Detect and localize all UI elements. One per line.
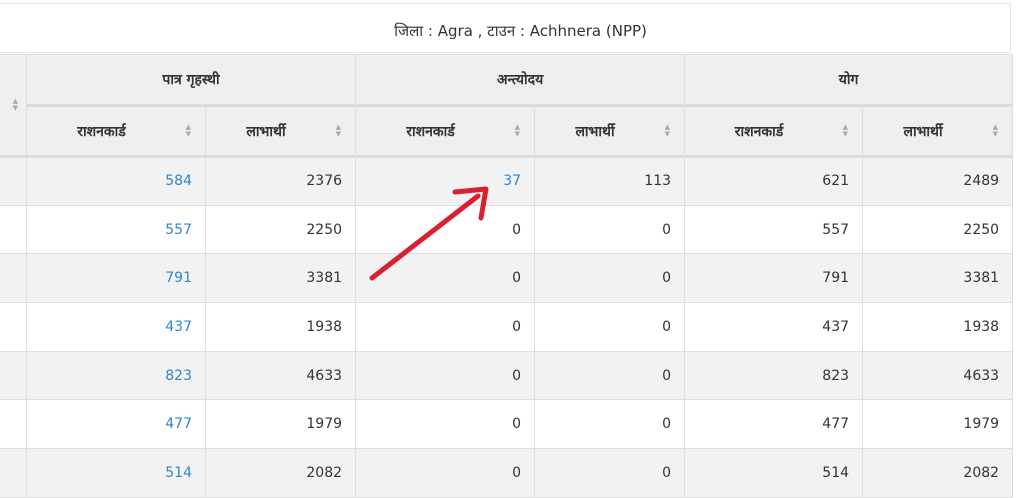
column-header-3[interactable]: लाभार्थी ▲ ▼ xyxy=(534,105,686,158)
column-header-label: लाभार्थी xyxy=(575,123,615,140)
row-first-cell xyxy=(0,448,27,498)
table-cell: 0 xyxy=(534,253,686,304)
ration-card-link[interactable]: 437 xyxy=(26,302,206,352)
sort-arrows-icon[interactable]: ▲ ▼ xyxy=(514,123,521,138)
table-row: 823 4633 0 0 823 4633 xyxy=(0,350,1014,401)
table-cell: 1979 xyxy=(204,399,357,450)
column-header-2[interactable]: राशनकार्ड ▲ ▼ xyxy=(355,105,536,158)
table-cell: 1938 xyxy=(862,302,1014,352)
sort-arrows-icon[interactable]: ▲ ▼ xyxy=(12,97,18,112)
table-cell: 0 xyxy=(534,302,686,352)
row-first-cell xyxy=(0,399,27,450)
sort-arrows-icon[interactable]: ▲ ▼ xyxy=(185,123,191,138)
ration-card-link[interactable]: 791 xyxy=(26,253,206,304)
ration-card-link[interactable]: 823 xyxy=(26,350,206,401)
report-title: जिला : Agra , टाउन : Achhnera (NPP) xyxy=(394,22,647,40)
table-row: 557 2250 0 0 557 2250 xyxy=(0,204,1014,255)
table-cell: 514 xyxy=(684,448,864,498)
ration-card-link[interactable]: 37 xyxy=(355,156,536,206)
table-cell: 0 xyxy=(534,448,686,498)
table-row: 477 1979 0 0 477 1979 xyxy=(0,399,1014,450)
table-cell: 0 xyxy=(355,399,536,450)
row-first-cell xyxy=(0,204,27,255)
table-cell: 557 xyxy=(684,204,864,255)
table-cell: 2250 xyxy=(204,204,357,255)
table-cell: 4633 xyxy=(204,350,357,401)
table-cell: 823 xyxy=(684,350,864,401)
ration-card-link[interactable]: 557 xyxy=(26,204,206,255)
table-cell: 1979 xyxy=(862,399,1014,450)
table-cell: 4633 xyxy=(862,350,1014,401)
column-header-label: राशनकार्ड xyxy=(406,123,455,140)
column-header-5[interactable]: लाभार्थी ▲ ▼ xyxy=(862,105,1014,158)
row-first-cell xyxy=(0,302,27,352)
ration-card-table: ▲ ▼ पात्र गृहस्थी अन्त्योदय योग राशनकार्ड… xyxy=(0,54,1014,498)
table-cell: 3381 xyxy=(204,253,357,304)
table-row: 437 1938 0 0 437 1938 xyxy=(0,302,1014,352)
group-header-total: योग xyxy=(684,54,1014,107)
table-cell: 3381 xyxy=(862,253,1014,304)
row-first-cell xyxy=(0,156,27,206)
ration-card-link[interactable]: 514 xyxy=(26,448,206,498)
table-cell: 1938 xyxy=(204,302,357,352)
table-cell: 2250 xyxy=(862,204,1014,255)
ration-card-link[interactable]: 477 xyxy=(26,399,206,450)
column-header-0[interactable]: राशनकार्ड ▲ ▼ xyxy=(26,105,206,158)
group-header-antyodaya: अन्त्योदय xyxy=(355,54,686,107)
sort-arrows-icon[interactable]: ▲ ▼ xyxy=(992,123,999,138)
row-first-cell xyxy=(0,350,27,401)
table-cell: 0 xyxy=(534,204,686,255)
sort-arrows-icon[interactable]: ▲ ▼ xyxy=(842,123,849,138)
table-cell: 0 xyxy=(534,399,686,450)
report-title-box: जिला : Agra , टाउन : Achhnera (NPP) xyxy=(0,3,1011,53)
table-cell: 0 xyxy=(355,448,536,498)
table-row: 514 2082 0 0 514 2082 xyxy=(0,448,1014,498)
table-cell: 2082 xyxy=(204,448,357,498)
table-cell: 0 xyxy=(355,204,536,255)
column-header-label: लाभार्थी xyxy=(903,123,943,140)
column-header-label: राशनकार्ड xyxy=(734,123,784,140)
table-row: 791 3381 0 0 791 3381 xyxy=(0,253,1014,304)
table-row: 584 2376 37 113 621 2489 xyxy=(0,156,1014,206)
table-cell: 791 xyxy=(684,253,864,304)
table-cell: 477 xyxy=(684,399,864,450)
table-cell: 2082 xyxy=(862,448,1014,498)
sort-arrows-icon[interactable]: ▲ ▼ xyxy=(664,123,671,138)
table-cell: 0 xyxy=(534,350,686,401)
column-header-label: राशनकार्ड xyxy=(77,123,126,140)
table-cell: 2376 xyxy=(204,156,357,206)
row-first-cell xyxy=(0,253,27,304)
table-cell: 113 xyxy=(534,156,686,206)
column-header-4[interactable]: राशनकार्ड ▲ ▼ xyxy=(684,105,864,158)
first-column-header[interactable]: ▲ ▼ xyxy=(0,54,27,158)
ration-card-link[interactable]: 584 xyxy=(26,156,206,206)
table-cell: 0 xyxy=(355,253,536,304)
table-cell: 437 xyxy=(684,302,864,352)
sort-arrows-icon[interactable]: ▲ ▼ xyxy=(335,123,342,138)
column-header-label: लाभार्थी xyxy=(246,123,286,140)
table-cell: 2489 xyxy=(862,156,1014,206)
table-cell: 0 xyxy=(355,350,536,401)
group-header-patra-grihasthi: पात्र गृहस्थी xyxy=(25,54,357,107)
column-header-1[interactable]: लाभार्थी ▲ ▼ xyxy=(204,105,357,158)
table-cell: 0 xyxy=(355,302,536,352)
table-cell: 621 xyxy=(684,156,864,206)
